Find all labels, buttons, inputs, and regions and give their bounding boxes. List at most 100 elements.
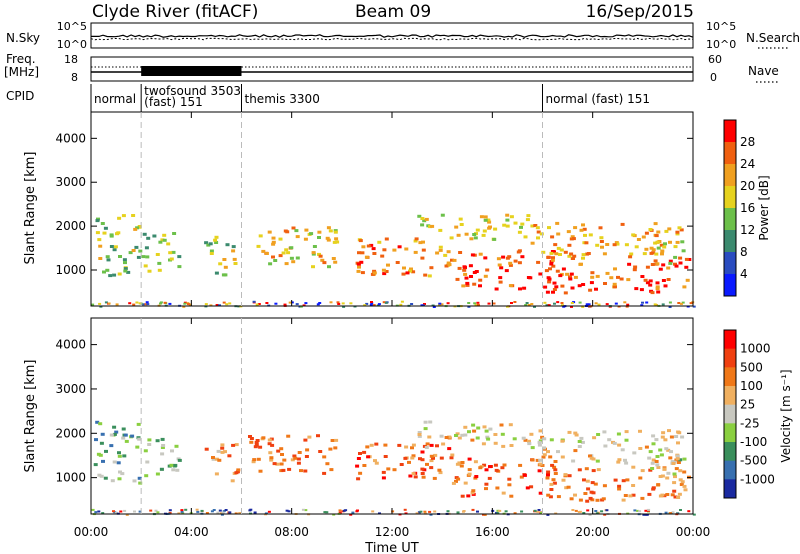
ground-scatter-cell	[440, 303, 444, 306]
scatter-cell	[131, 214, 136, 217]
ground-scatter-cell	[349, 302, 353, 305]
scatter-cell	[478, 284, 482, 288]
scatter-cell	[447, 447, 452, 451]
ground-scatter-cell	[180, 509, 184, 512]
ground-scatter-cell	[94, 511, 98, 514]
scatter-cell	[333, 446, 338, 450]
scatter-cell	[507, 483, 512, 487]
scatter-cell	[678, 469, 683, 473]
scatter-cell	[482, 463, 487, 467]
scatter-cell	[494, 287, 499, 291]
ground-scatter-cell	[647, 508, 651, 511]
colorbar-tick-label: 24	[740, 157, 755, 171]
ground-scatter-cell	[410, 303, 414, 305]
scatter-cell	[655, 240, 660, 244]
scatter-cell	[505, 224, 510, 228]
scatter-cell	[563, 250, 568, 254]
ground-scatter-cell	[504, 510, 508, 513]
scatter-cell	[549, 488, 554, 491]
scatter-cell	[330, 439, 335, 442]
scatter-cell	[383, 443, 388, 447]
scatter-cell	[586, 487, 591, 491]
scatter-cell	[585, 479, 590, 483]
scatter-cell	[414, 237, 419, 241]
ground-scatter-cell	[642, 513, 646, 516]
scatter-cell	[457, 266, 462, 270]
ground-scatter-cell	[597, 303, 601, 306]
noise-search-line	[90, 37, 694, 41]
scatter-cell	[560, 455, 565, 459]
scatter-cell	[501, 491, 506, 495]
scatter-cell	[547, 226, 551, 230]
scatter-cell	[660, 249, 665, 253]
scatter-cell	[479, 215, 484, 219]
scatter-cell	[530, 446, 535, 450]
velocity-ylabel: Slant Range [km]	[23, 360, 38, 473]
scatter-cell	[105, 268, 110, 272]
scatter-cell	[659, 243, 664, 247]
scatter-cell	[474, 475, 479, 478]
ground-scatter-cell	[132, 303, 136, 306]
scatter-cell	[580, 440, 585, 444]
scatter-cell	[98, 257, 103, 260]
scatter-cell	[654, 438, 659, 442]
scatter-cell	[508, 261, 513, 265]
scatter-cell	[654, 252, 659, 256]
ground-scatter-cell	[623, 301, 627, 304]
scatter-cell	[680, 240, 685, 244]
scatter-cell	[231, 249, 236, 253]
ground-scatter-cell	[474, 304, 478, 307]
ground-scatter-cell	[428, 510, 432, 513]
scatter-cell	[470, 491, 475, 495]
scatter-cell	[675, 240, 680, 244]
scatter-cell	[279, 469, 284, 473]
scatter-cell	[526, 214, 531, 218]
ground-scatter-cell	[403, 508, 407, 511]
cpid-row: normal twofsound 3503(fast) 151 themis 330…	[90, 84, 650, 112]
scatter-cell	[356, 477, 361, 481]
scatter-cell	[484, 429, 489, 433]
scatter-cell	[654, 234, 659, 238]
scatter-cell	[650, 291, 655, 295]
scatter-cell	[456, 233, 461, 237]
ground-scatter-cell	[562, 305, 566, 308]
scatter-cell	[651, 458, 656, 462]
scatter-cell	[612, 441, 617, 445]
scatter-cell	[616, 460, 621, 464]
scatter-cell	[617, 484, 622, 488]
scatter-cell	[666, 278, 671, 281]
scatter-cell	[513, 259, 518, 263]
scatter-cell	[675, 457, 680, 461]
ground-scatter-cell	[644, 509, 648, 512]
cpid-mode-label: normal	[94, 92, 136, 106]
ground-scatter-cell	[267, 510, 271, 513]
freq-left-tick-top: 18	[64, 53, 78, 66]
scatter-cell	[281, 251, 286, 255]
scatter-cell	[463, 425, 468, 429]
scatter-cell	[261, 436, 266, 440]
scatter-cell	[395, 261, 400, 264]
scatter-cell	[579, 228, 584, 232]
velocity-colorbar: 1000 500 100 25 -25 -100 -500 -1000	[723, 329, 775, 499]
scatter-cell	[577, 445, 582, 448]
scatter-cell	[251, 460, 256, 464]
ground-scatter-cell	[228, 302, 232, 305]
colorbar-swatch	[724, 460, 736, 480]
scatter-cell	[525, 218, 530, 222]
scatter-cell	[678, 458, 683, 462]
scatter-cell	[651, 487, 656, 491]
scatter-cell	[508, 284, 513, 288]
ground-scatter-cell	[377, 303, 381, 306]
scatter-cell	[284, 248, 289, 252]
scatter-cell	[523, 235, 528, 239]
ground-scatter-cell	[506, 305, 509, 308]
scatter-cell	[303, 469, 308, 473]
velocity-axes: 1000 2000 3000 4000	[55, 318, 694, 514]
ground-scatter-cell	[200, 509, 204, 512]
scatter-cell	[105, 255, 110, 259]
scatter-cell	[95, 219, 100, 223]
scatter-cell	[450, 453, 455, 457]
scatter-cell	[454, 434, 458, 437]
ground-scatter-cell	[561, 304, 564, 307]
scatter-cell	[399, 463, 404, 466]
